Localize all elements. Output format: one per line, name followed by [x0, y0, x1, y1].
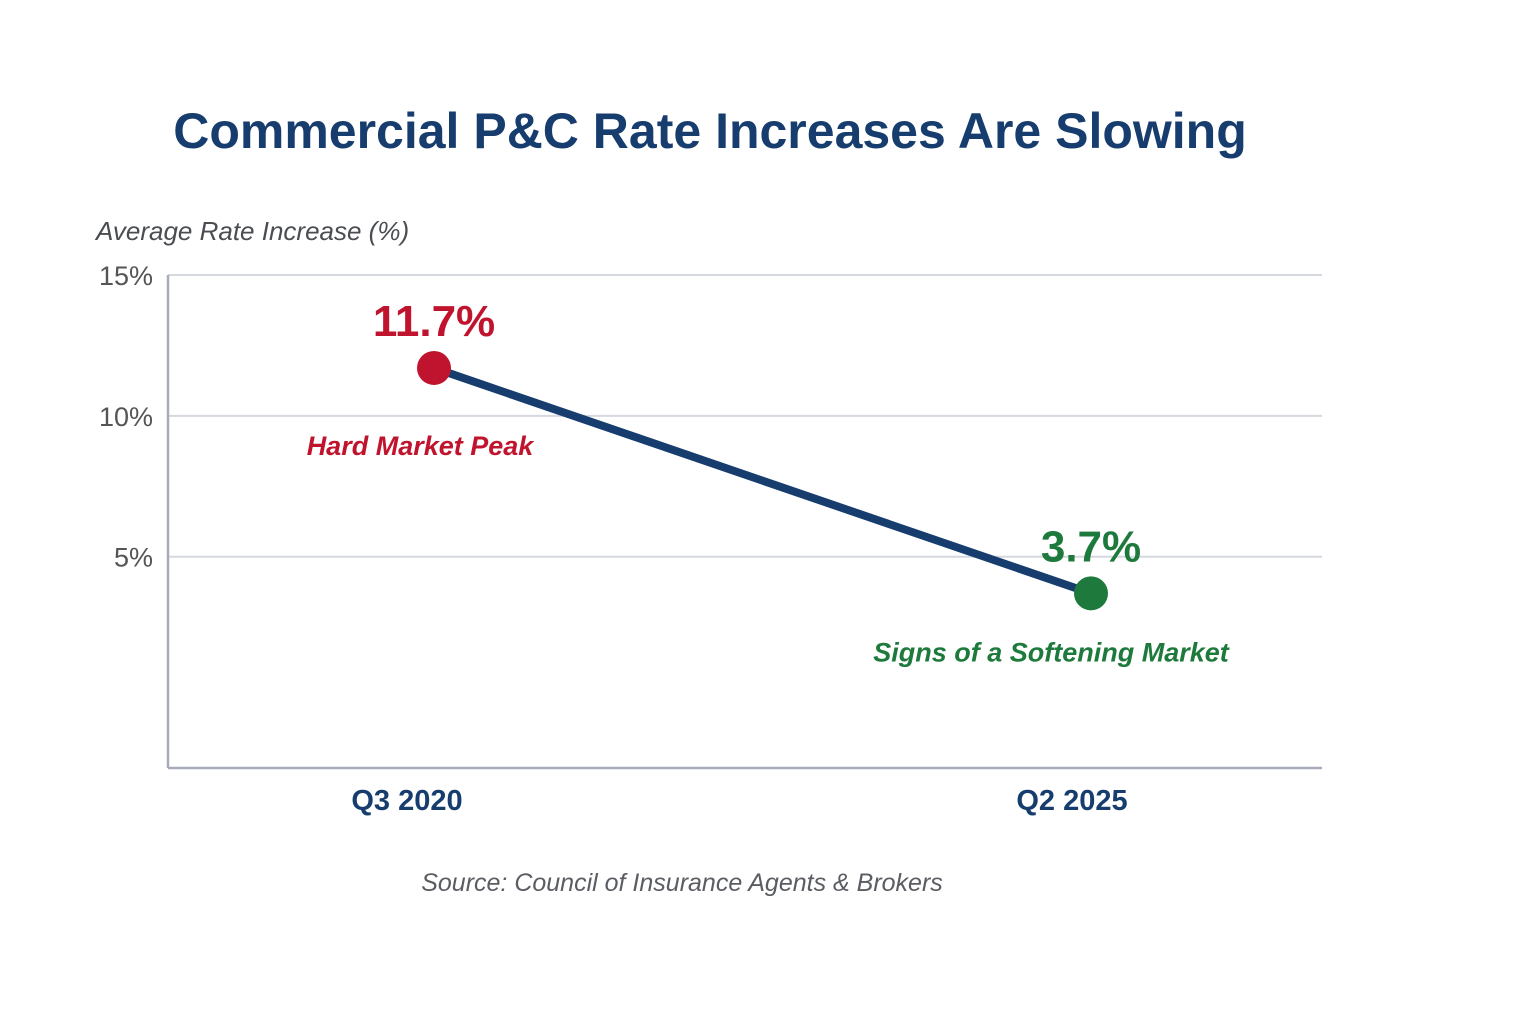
x-tick-label: Q3 2020	[351, 785, 462, 817]
x-tick-label: Q2 2025	[1016, 785, 1127, 817]
y-tick-label: 10%	[99, 402, 153, 432]
y-tick-labels: 5% 10% 15%	[99, 261, 153, 573]
chart-title: Commercial P&C Rate Increases Are Slowin…	[173, 103, 1247, 159]
gridlines	[168, 274, 1322, 558]
series-line	[430, 363, 1095, 598]
source-note: Source: Council of Insurance Agents & Br…	[421, 869, 943, 897]
data-label-q2-2025: 3.7%	[1041, 522, 1141, 571]
y-axis-label: Average Rate Increase (%)	[94, 216, 409, 246]
y-tick-label: 5%	[114, 543, 153, 573]
data-label-q3-2020: 11.7%	[373, 297, 495, 346]
annotation-softening-market: Signs of a Softening Market	[873, 637, 1230, 667]
y-tick-label: 15%	[99, 261, 153, 291]
annotation-hard-market-peak: Hard Market Peak	[307, 431, 536, 461]
data-point-q3-2020	[417, 350, 451, 385]
data-point-q2-2025	[1074, 576, 1108, 611]
